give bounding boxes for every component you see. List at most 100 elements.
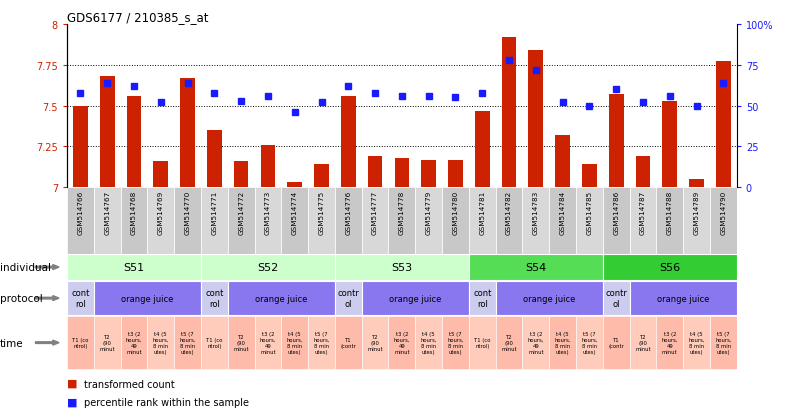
Bar	[415, 188, 442, 254]
Text: protocol: protocol	[0, 293, 43, 304]
Text: GSM514781: GSM514781	[479, 190, 485, 234]
Bar	[335, 316, 362, 369]
Text: cont
rol: cont rol	[71, 289, 90, 308]
Text: T1 (co
ntrol): T1 (co ntrol)	[206, 337, 222, 348]
Bar	[341, 97, 355, 188]
Text: individual: individual	[0, 262, 51, 273]
Bar	[529, 51, 543, 188]
Text: percentile rank within the sample: percentile rank within the sample	[84, 397, 249, 407]
Text: GSM514782: GSM514782	[506, 190, 512, 234]
Text: GSM514784: GSM514784	[559, 190, 566, 234]
Bar	[448, 160, 463, 188]
Bar	[174, 188, 201, 254]
Bar	[362, 316, 388, 369]
Text: ■: ■	[67, 378, 77, 388]
Bar	[469, 316, 496, 369]
Text: cont
rol: cont rol	[473, 289, 492, 308]
Text: GSM514790: GSM514790	[720, 190, 727, 234]
Bar	[94, 282, 201, 315]
Text: GSM514769: GSM514769	[158, 190, 164, 234]
Text: t4 (5
hours,
8 min
utes): t4 (5 hours, 8 min utes)	[555, 332, 571, 354]
Bar	[469, 188, 496, 254]
Bar	[228, 316, 255, 369]
Bar	[255, 188, 281, 254]
Bar	[121, 188, 147, 254]
Text: t4 (5
hours,
8 min
utes): t4 (5 hours, 8 min utes)	[689, 332, 704, 354]
Text: S53: S53	[392, 262, 412, 273]
Bar	[67, 188, 94, 254]
Text: t5 (7
hours,
8 min
utes): t5 (7 hours, 8 min utes)	[180, 332, 195, 354]
Bar	[630, 188, 656, 254]
Text: t3 (2
hours,
49
minut: t3 (2 hours, 49 minut	[126, 332, 142, 354]
Bar	[609, 95, 623, 188]
Bar	[549, 316, 576, 369]
Bar	[683, 188, 710, 254]
Bar	[603, 316, 630, 369]
Bar	[603, 254, 737, 280]
Text: T2
(90
minut: T2 (90 minut	[501, 335, 517, 351]
Bar	[522, 188, 549, 254]
Bar	[663, 102, 677, 188]
Bar	[630, 316, 656, 369]
Bar	[710, 316, 737, 369]
Text: ■: ■	[67, 396, 77, 406]
Text: S51: S51	[124, 262, 144, 273]
Text: t5 (7
hours,
8 min
utes): t5 (7 hours, 8 min utes)	[582, 332, 597, 354]
Text: T1 (co
ntrol): T1 (co ntrol)	[474, 337, 490, 348]
Text: S56: S56	[660, 262, 680, 273]
Bar	[690, 180, 704, 188]
Bar	[121, 316, 147, 369]
Bar	[496, 282, 603, 315]
Bar	[314, 165, 329, 188]
Bar	[228, 188, 255, 254]
Bar	[67, 282, 94, 315]
Bar	[656, 188, 683, 254]
Text: GSM514772: GSM514772	[238, 190, 244, 234]
Bar	[228, 282, 335, 315]
Bar	[288, 183, 302, 188]
Text: t4 (5
hours,
8 min
utes): t4 (5 hours, 8 min utes)	[153, 332, 169, 354]
Text: t5 (7
hours,
8 min
utes): t5 (7 hours, 8 min utes)	[314, 332, 329, 354]
Text: GSM514788: GSM514788	[667, 190, 673, 234]
Text: time: time	[0, 338, 24, 348]
Bar	[207, 131, 221, 188]
Bar	[362, 282, 469, 315]
Bar	[147, 188, 174, 254]
Bar	[630, 282, 737, 315]
Text: S52: S52	[258, 262, 278, 273]
Text: contr
ol: contr ol	[605, 289, 627, 308]
Bar	[335, 188, 362, 254]
Bar	[308, 188, 335, 254]
Text: orange juice: orange juice	[255, 294, 307, 303]
Text: T1 (co
ntrol): T1 (co ntrol)	[72, 337, 88, 348]
Text: S54: S54	[526, 262, 546, 273]
Text: orange juice: orange juice	[121, 294, 173, 303]
Text: t3 (2
hours,
49
minut: t3 (2 hours, 49 minut	[394, 332, 410, 354]
Bar	[201, 188, 228, 254]
Text: t4 (5
hours,
8 min
utes): t4 (5 hours, 8 min utes)	[421, 332, 437, 354]
Text: GSM514773: GSM514773	[265, 190, 271, 234]
Text: T1
(contr: T1 (contr	[608, 337, 624, 348]
Bar	[603, 282, 630, 315]
Bar	[556, 136, 570, 188]
Text: T2
(90
minut: T2 (90 minut	[635, 335, 651, 351]
Bar	[716, 62, 730, 188]
Text: cont
rol: cont rol	[205, 289, 224, 308]
Bar	[201, 316, 228, 369]
Bar	[335, 282, 362, 315]
Bar	[502, 38, 516, 188]
Bar	[395, 159, 409, 188]
Text: GSM514786: GSM514786	[613, 190, 619, 234]
Bar	[234, 162, 248, 188]
Bar	[174, 316, 201, 369]
Text: GSM514778: GSM514778	[399, 190, 405, 234]
Bar	[388, 188, 415, 254]
Bar	[576, 316, 603, 369]
Text: GSM514779: GSM514779	[426, 190, 432, 234]
Bar	[496, 188, 522, 254]
Text: t4 (5
hours,
8 min
utes): t4 (5 hours, 8 min utes)	[287, 332, 303, 354]
Bar	[442, 316, 469, 369]
Text: GSM514789: GSM514789	[693, 190, 700, 234]
Text: GSM514768: GSM514768	[131, 190, 137, 234]
Text: GSM514783: GSM514783	[533, 190, 539, 234]
